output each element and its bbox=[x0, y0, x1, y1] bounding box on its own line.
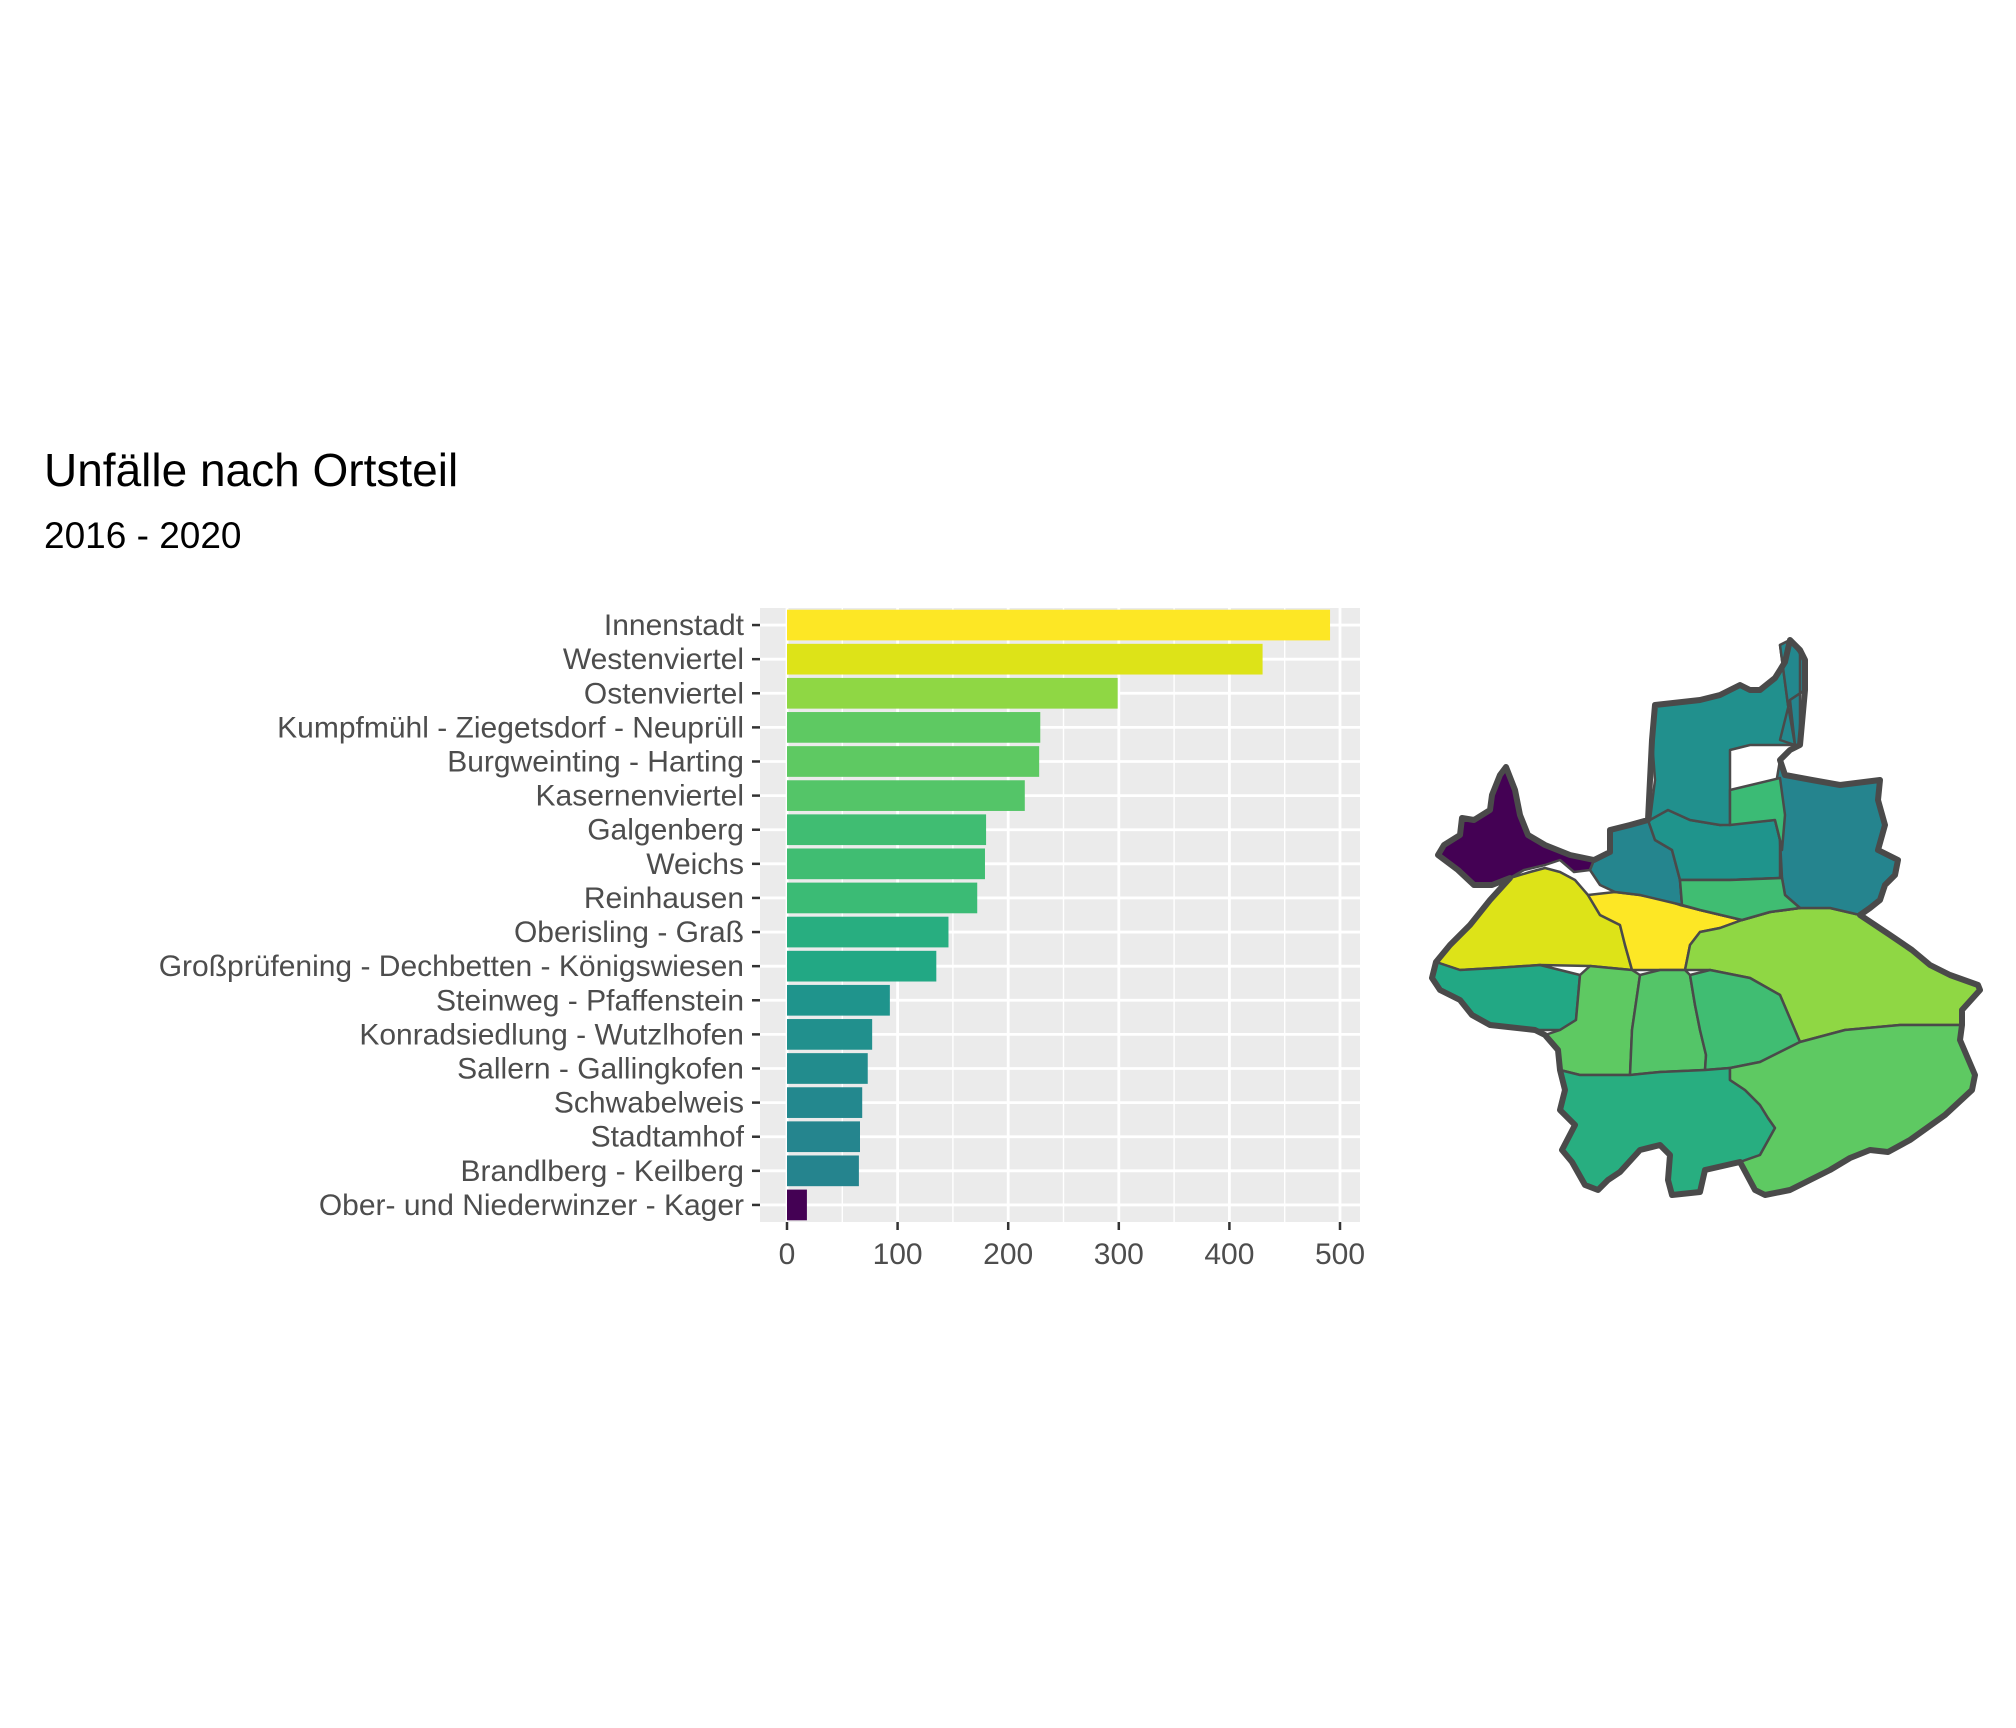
map-region-weichs bbox=[1678, 876, 1802, 922]
map-region-reinhausen bbox=[1728, 776, 1787, 852]
plot-panel bbox=[760, 608, 1360, 1222]
category-label: Galgenberg bbox=[587, 814, 744, 847]
category-label: Kasernenviertel bbox=[536, 780, 744, 813]
category-label: Großprüfening - Dechbetten - Königswiese… bbox=[159, 950, 744, 983]
category-label: Innenstadt bbox=[604, 609, 745, 642]
chart-title: Unfälle nach Ortsteil bbox=[44, 444, 459, 496]
category-label: Weichs bbox=[646, 848, 744, 881]
x-tick-label: 500 bbox=[1315, 1238, 1365, 1271]
city-boundary bbox=[1429, 637, 1983, 1198]
bar bbox=[787, 1121, 860, 1153]
bar bbox=[787, 848, 985, 880]
bar bbox=[787, 984, 890, 1016]
category-label: Ober- und Niederwinzer - Kager bbox=[319, 1189, 744, 1222]
bar bbox=[787, 712, 1041, 743]
bar bbox=[787, 814, 987, 846]
category-label: Oberisling - Graß bbox=[514, 916, 744, 949]
category-label: Stadtamhof bbox=[591, 1121, 745, 1154]
x-tick-label: 200 bbox=[983, 1238, 1033, 1271]
bar bbox=[787, 1189, 807, 1221]
x-tick-label: 300 bbox=[1094, 1238, 1144, 1271]
category-label: Schwabelweis bbox=[554, 1087, 744, 1120]
category-label: Ostenviertel bbox=[584, 677, 744, 710]
bar bbox=[787, 882, 978, 914]
category-label: Konradsiedlung - Wutzlhofen bbox=[359, 1018, 744, 1051]
x-tick-label: 100 bbox=[873, 1238, 923, 1271]
map-regions bbox=[1430, 638, 1982, 1197]
x-tick-label: 0 bbox=[779, 1238, 796, 1271]
bar bbox=[787, 1053, 868, 1084]
category-label: Brandlberg - Keilberg bbox=[461, 1155, 745, 1188]
bar bbox=[787, 1087, 863, 1118]
x-tick-label: 400 bbox=[1204, 1238, 1254, 1271]
bar bbox=[787, 1019, 873, 1050]
category-label: Sallern - Gallingkofen bbox=[457, 1053, 744, 1086]
bar bbox=[787, 1155, 859, 1187]
category-label: Westenviertel bbox=[563, 643, 744, 676]
category-label: Steinweg - Pfaffenstein bbox=[436, 984, 744, 1017]
bar bbox=[787, 677, 1118, 709]
bar bbox=[787, 609, 1331, 641]
category-label: Reinhausen bbox=[584, 882, 744, 915]
bar bbox=[787, 780, 1025, 811]
bar bbox=[787, 746, 1040, 777]
bar bbox=[787, 916, 949, 948]
bar bbox=[787, 950, 937, 982]
bar bbox=[787, 643, 1263, 675]
category-label: Kumpfmühl - Ziegetsdorf - Neuprüll bbox=[277, 711, 744, 744]
chart-subtitle: 2016 - 2020 bbox=[44, 515, 242, 556]
category-label: Burgweinting - Harting bbox=[447, 746, 744, 779]
